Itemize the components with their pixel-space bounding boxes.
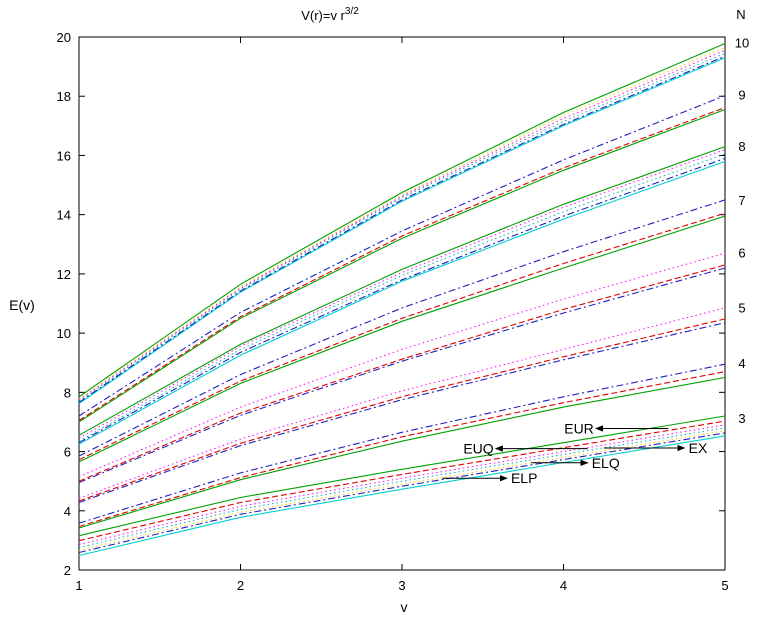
series-line	[78, 427, 726, 548]
series-lines	[78, 42, 726, 557]
series-line	[78, 322, 726, 504]
series-line	[78, 307, 726, 499]
y-tick-label: 2	[64, 563, 71, 578]
annotation-label: ELP	[511, 470, 537, 486]
y-tick-label: 20	[57, 30, 71, 45]
series-line	[78, 215, 726, 463]
series-line	[78, 212, 726, 461]
n-axis-title: N	[736, 7, 745, 22]
chart-title: V(r)=v r3/2	[301, 6, 359, 23]
y-tick-label: 8	[64, 385, 71, 400]
series-line	[78, 432, 726, 554]
series-line	[78, 371, 726, 528]
series-line	[78, 267, 726, 484]
annotation-label: ELQ	[592, 455, 620, 471]
plot-frame	[78, 36, 726, 571]
series-line	[78, 46, 726, 400]
x-tick-label: 1	[75, 578, 82, 593]
annotation-label: EX	[689, 440, 708, 456]
series-line	[78, 57, 726, 405]
series-line	[78, 153, 726, 442]
series-line	[78, 55, 726, 403]
y-tick-label: 12	[57, 267, 71, 282]
series-line	[78, 318, 726, 502]
y-tick-label: 14	[57, 208, 71, 223]
series-line	[78, 424, 726, 545]
x-tick-label: 4	[560, 578, 567, 593]
annotation-label: EUR	[564, 420, 594, 436]
series-line	[78, 415, 726, 537]
series-line	[78, 49, 726, 401]
series-line	[78, 108, 726, 423]
series-line	[78, 252, 726, 478]
series-line	[78, 52, 726, 402]
y-tick-label: 4	[64, 504, 71, 519]
y-tick-label: 16	[57, 148, 71, 163]
bundle-label-n: 3	[738, 411, 745, 426]
y-axis-title: E(v)	[9, 297, 35, 313]
x-axis-title: v	[401, 599, 408, 615]
series-line	[78, 264, 726, 482]
bundle-label-n: 8	[738, 139, 745, 154]
bundle-label-n: 10	[735, 36, 749, 51]
series-line	[78, 430, 726, 551]
bundle-label-n: 9	[738, 88, 745, 103]
series-line	[78, 376, 726, 529]
chart-title-superscript: 3/2	[345, 6, 359, 17]
x-tick-label: 3	[398, 578, 405, 593]
series-line	[78, 42, 726, 398]
bundle-label-n: 5	[738, 300, 745, 315]
series-line	[78, 435, 726, 557]
x-tick-label: 2	[237, 578, 244, 593]
y-tick-label: 18	[57, 89, 71, 104]
y-tick-label: 10	[57, 326, 71, 341]
series-line	[78, 420, 726, 542]
annotation-label: EUQ	[463, 441, 493, 457]
series-line	[78, 160, 726, 445]
bundle-label-n: 6	[738, 246, 745, 261]
series-line	[78, 146, 726, 436]
series-line	[78, 157, 726, 444]
x-tick-label: 5	[721, 578, 728, 593]
annotations: EUR EUQ EX ELQ ELP	[442, 420, 708, 486]
y-tick-label: 6	[64, 445, 71, 460]
bundle-labels: 3 4 5 6 7 8 9 10	[735, 36, 749, 426]
bundle-label-n: 7	[738, 193, 745, 208]
series-line	[78, 363, 726, 524]
chart-title-main: V(r)=v r	[301, 8, 345, 23]
series-line	[78, 106, 726, 421]
bundle-label-n: 4	[738, 356, 745, 371]
series-line	[78, 199, 726, 457]
series-line	[78, 149, 726, 439]
